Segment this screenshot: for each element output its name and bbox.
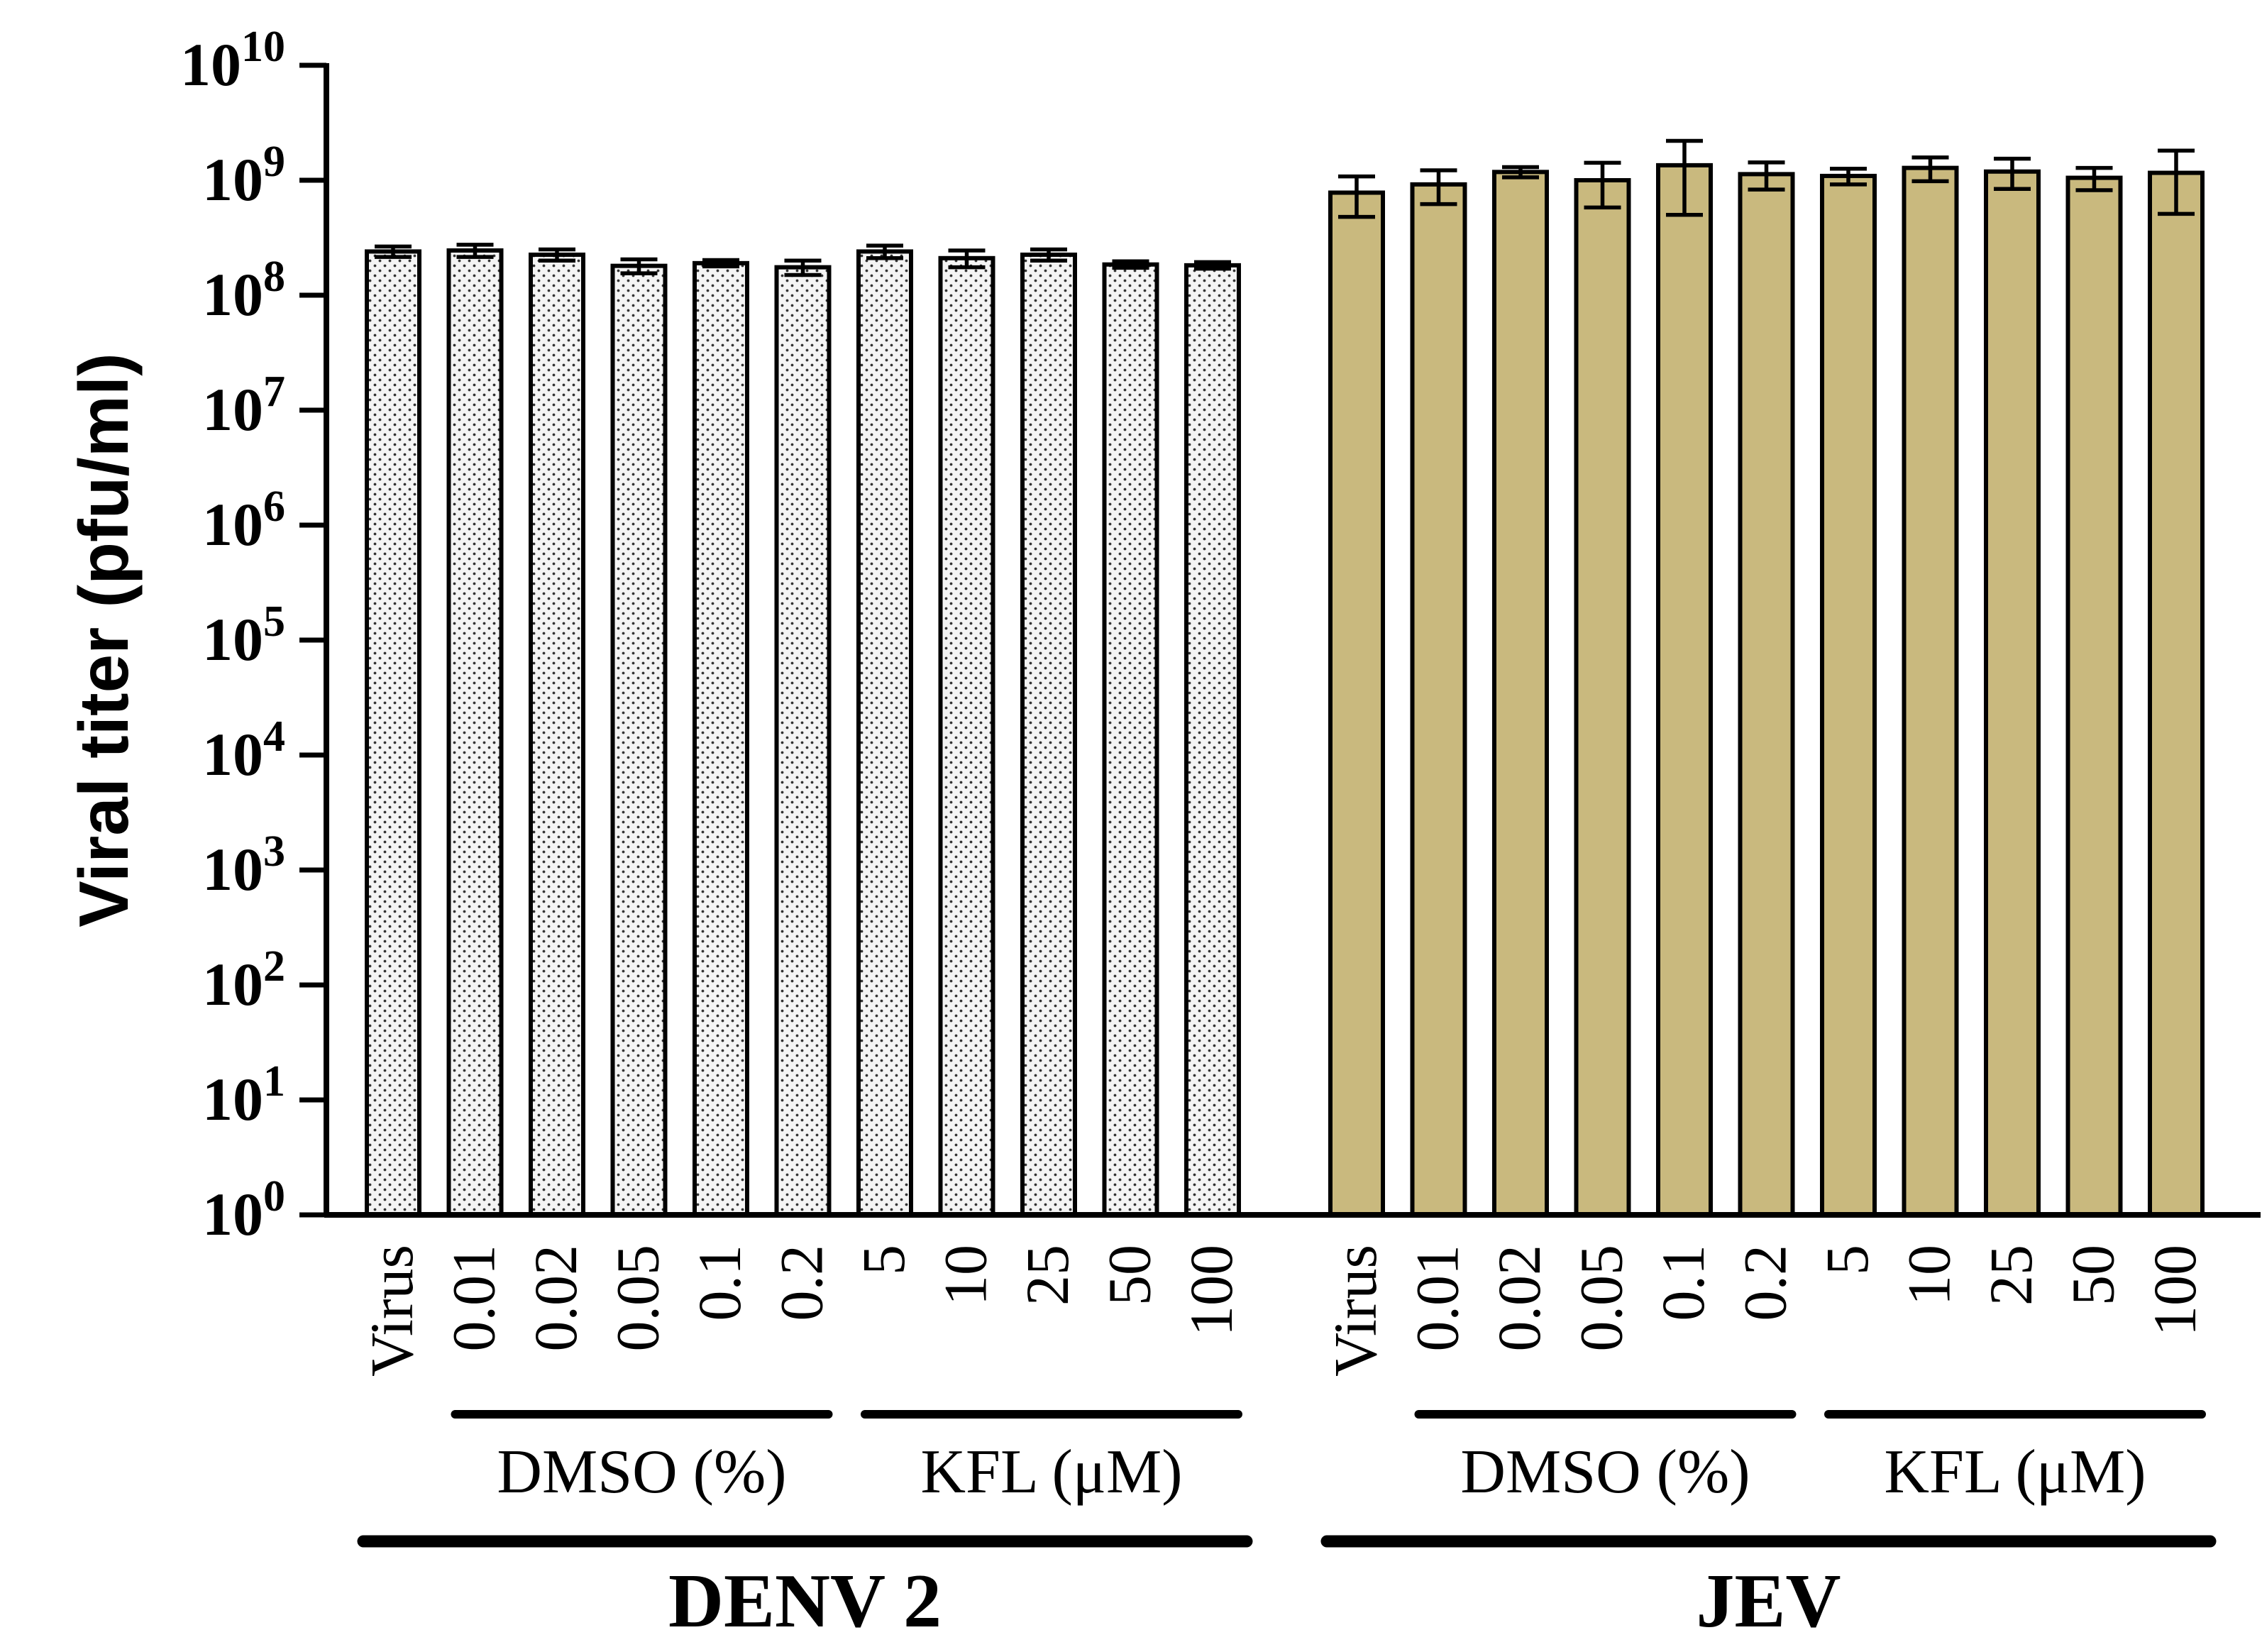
y-tick-exponent: 5 (263, 598, 285, 646)
y-tick-base: 10 (180, 31, 241, 99)
bar (1184, 263, 1241, 1218)
y-axis-title: Viral titer (pfu/ml) (65, 353, 143, 927)
y-tick-base: 10 (202, 375, 263, 444)
category-label: 100 (1177, 1245, 1245, 1336)
bar (2148, 170, 2205, 1217)
bar (1738, 172, 1795, 1218)
category-label: 0.02 (1485, 1245, 1553, 1352)
y-tick-exponent: 2 (263, 942, 285, 991)
y-tick-label: 102 (202, 942, 285, 1018)
y-tick-exponent: 7 (263, 368, 285, 416)
y-tick-exponent: 8 (263, 253, 285, 301)
y-tick-exponent: 9 (263, 138, 285, 186)
category-label: 0.05 (1567, 1245, 1635, 1352)
y-tick-label: 105 (202, 598, 285, 673)
y-tick-exponent: 3 (263, 827, 285, 876)
y-tick-label: 1010 (180, 23, 285, 99)
bar (856, 249, 913, 1218)
subgroup-label: DMSO (%) (497, 1438, 786, 1507)
bar (1492, 170, 1549, 1218)
category-label: 0.01 (1403, 1245, 1472, 1352)
bar (1410, 182, 1467, 1218)
y-tick-exponent: 10 (241, 23, 285, 71)
y-tick-base: 10 (202, 260, 263, 329)
y-tick-exponent: 1 (263, 1057, 285, 1106)
y-tick-label: 101 (202, 1057, 285, 1133)
category-label: 5 (1813, 1245, 1881, 1275)
y-tick-base: 10 (202, 835, 263, 903)
bar (1656, 163, 1713, 1217)
y-tick-base: 10 (202, 950, 263, 1018)
bar (365, 249, 421, 1218)
bar (610, 263, 668, 1217)
category-label: 25 (1977, 1245, 2045, 1306)
bar (938, 255, 995, 1218)
y-tick-label: 108 (202, 253, 285, 329)
bar (1902, 165, 1959, 1218)
category-label: 10 (932, 1245, 1000, 1306)
category-label: 100 (2141, 1245, 2209, 1336)
category-label: 5 (849, 1245, 917, 1275)
bar (1020, 252, 1077, 1218)
bar (446, 248, 504, 1218)
group-label: DENV 2 (668, 1559, 942, 1643)
bar (1102, 262, 1159, 1218)
y-tick-base: 10 (202, 720, 263, 788)
category-label: 0.01 (440, 1245, 508, 1352)
y-tick-label: 106 (202, 483, 285, 558)
category-label: 50 (2059, 1245, 2127, 1306)
y-tick-label: 103 (202, 827, 285, 903)
y-tick-label: 100 (202, 1172, 285, 1248)
category-label: 0.1 (685, 1245, 754, 1321)
bar (1574, 178, 1631, 1217)
y-tick-base: 10 (202, 145, 263, 214)
subgroup-label: DMSO (%) (1460, 1438, 1750, 1507)
bar (1820, 173, 1877, 1218)
y-tick-base: 10 (202, 1180, 263, 1248)
category-label: 0.02 (522, 1245, 590, 1352)
category-label: 0.1 (1649, 1245, 1717, 1321)
category-label: 0.2 (768, 1245, 836, 1321)
bar (2065, 175, 2123, 1217)
bar (1328, 190, 1385, 1217)
bar (1984, 169, 2041, 1218)
y-tick-exponent: 4 (263, 712, 285, 761)
category-label: 50 (1096, 1245, 1164, 1306)
bar (529, 252, 585, 1218)
y-tick-base: 10 (202, 490, 263, 558)
subgroup-label: KFL (μM) (1884, 1438, 2146, 1507)
bar (693, 260, 749, 1217)
category-label: 10 (1895, 1245, 1963, 1306)
y-tick-exponent: 0 (263, 1172, 285, 1221)
y-tick-base: 10 (202, 605, 263, 673)
y-tick-base: 10 (202, 1065, 263, 1133)
group-label: JEV (1696, 1559, 1841, 1643)
y-tick-label: 107 (202, 368, 285, 444)
y-tick-label: 104 (202, 712, 285, 788)
y-tick-exponent: 6 (263, 483, 285, 531)
category-label: Virus (358, 1245, 426, 1377)
category-label: 0.05 (604, 1245, 672, 1352)
category-label: 25 (1013, 1245, 1081, 1306)
category-label: 0.2 (1731, 1245, 1799, 1321)
y-tick-label: 109 (202, 138, 285, 214)
subgroup-label: KFL (μM) (920, 1438, 1182, 1507)
category-label: Virus (1321, 1245, 1389, 1377)
bar (774, 265, 832, 1218)
